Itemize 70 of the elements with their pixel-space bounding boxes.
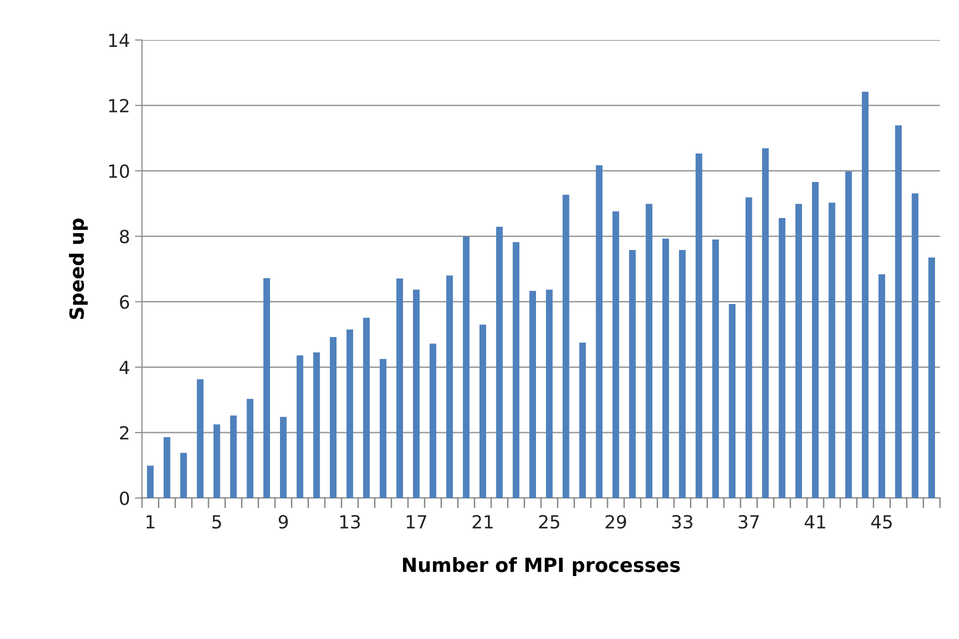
bar — [828, 202, 836, 498]
bar — [462, 236, 470, 498]
bar — [878, 274, 886, 498]
bar — [146, 466, 154, 498]
bar — [213, 424, 220, 498]
y-axis-title: Speed up — [68, 218, 88, 319]
bar — [180, 452, 187, 498]
y-tick-label: 10 — [109, 164, 129, 178]
bar — [396, 278, 404, 498]
bar — [928, 258, 936, 498]
bar — [363, 318, 370, 498]
bar — [496, 226, 503, 498]
bar — [412, 290, 420, 498]
x-tick-label: 29 — [606, 514, 626, 529]
bar — [862, 92, 869, 498]
bar — [280, 416, 287, 498]
bar — [662, 238, 670, 498]
bar — [596, 165, 603, 498]
bar — [529, 290, 536, 498]
bar — [380, 358, 386, 498]
bar — [845, 172, 852, 498]
bar — [712, 240, 719, 498]
bar — [546, 290, 553, 498]
x-axis-title: Number of MPI processes — [403, 557, 680, 576]
x-tick-label: 25 — [539, 514, 560, 529]
y-tick-label: 6 — [120, 295, 130, 309]
bar — [330, 337, 337, 498]
y-tick-label: 0 — [120, 491, 129, 506]
bar — [196, 379, 204, 498]
y-tick-label: 14 — [109, 34, 130, 47]
bar — [795, 204, 802, 498]
bar — [562, 194, 570, 498]
bar — [678, 250, 686, 498]
bar — [745, 197, 752, 498]
bar — [512, 242, 520, 498]
bar — [430, 344, 436, 498]
x-tick-label: 13 — [340, 514, 360, 529]
bar — [696, 154, 702, 498]
x-tick-label: 41 — [804, 515, 826, 528]
x-tick-label: 17 — [406, 515, 426, 528]
x-tick-label: 37 — [738, 514, 759, 529]
bar — [296, 355, 304, 498]
bar — [646, 204, 652, 498]
bar — [812, 182, 819, 498]
y-tick-label: 2 — [120, 426, 128, 440]
x-tick-label: 9 — [278, 514, 288, 529]
bar — [762, 148, 769, 498]
bar — [728, 304, 736, 498]
bar — [346, 330, 354, 498]
x-tick-label: 45 — [871, 515, 892, 529]
bar — [579, 342, 586, 498]
y-tick-label: 12 — [109, 98, 128, 112]
x-tick-label: 21 — [472, 514, 493, 528]
bar — [629, 250, 636, 498]
bar — [263, 278, 270, 498]
bar — [612, 211, 620, 498]
x-tick-label: 1 — [146, 515, 154, 528]
bar — [230, 416, 237, 498]
x-tick-label: 33 — [672, 514, 692, 529]
y-tick-label: 4 — [120, 360, 130, 374]
bar — [164, 437, 170, 498]
bar — [313, 352, 320, 498]
bar — [479, 324, 486, 498]
bar — [778, 218, 786, 498]
bar — [912, 193, 918, 498]
bar — [895, 125, 902, 498]
bar — [246, 398, 254, 498]
x-tick-label: 5 — [212, 515, 221, 529]
bar — [446, 276, 453, 498]
y-tick-label: 8 — [120, 230, 129, 244]
